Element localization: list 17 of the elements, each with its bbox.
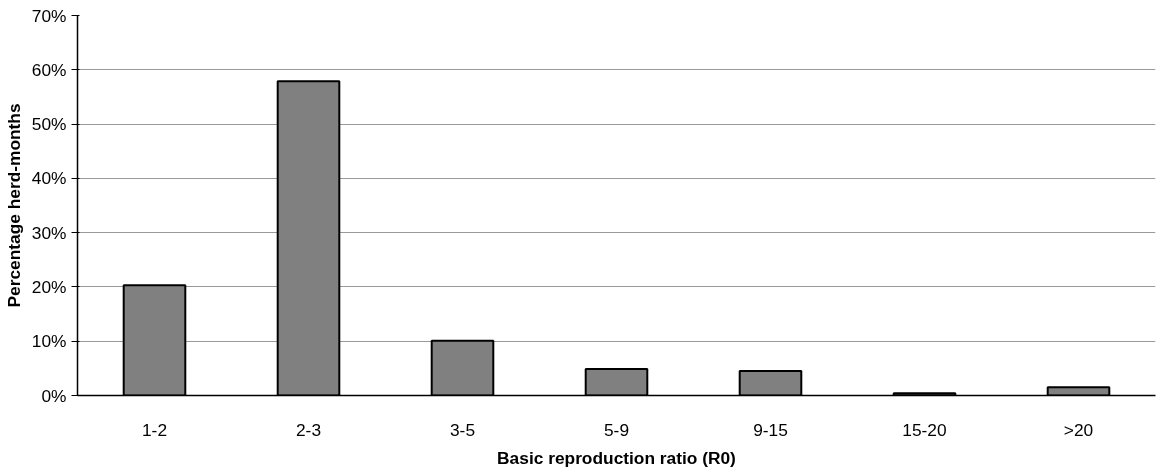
y-axis-title: Percentage herd-months — [3, 103, 24, 308]
y-tick-label: 50% — [31, 114, 67, 135]
x-tick-label: >20 — [1063, 419, 1094, 440]
x-axis-title: Basic reproduction ratio (R0) — [497, 447, 736, 468]
y-tick-label: 70% — [31, 5, 67, 26]
x-tick-label: 15-20 — [902, 419, 947, 440]
y-tick-label: 40% — [31, 168, 67, 189]
x-tick-label: 2-3 — [295, 419, 322, 440]
x-tick-label: 1-2 — [141, 419, 168, 440]
y-tick-label: 30% — [31, 222, 67, 243]
y-tick-label: 60% — [31, 59, 67, 80]
y-tick-label: 20% — [31, 276, 67, 297]
x-tick-label: 5-9 — [603, 419, 630, 440]
y-tick-label: 0% — [41, 385, 67, 406]
y-tick-label: 10% — [31, 331, 67, 352]
x-tick-label: 3-5 — [449, 419, 476, 440]
x-tick-label: 9-15 — [753, 419, 788, 440]
